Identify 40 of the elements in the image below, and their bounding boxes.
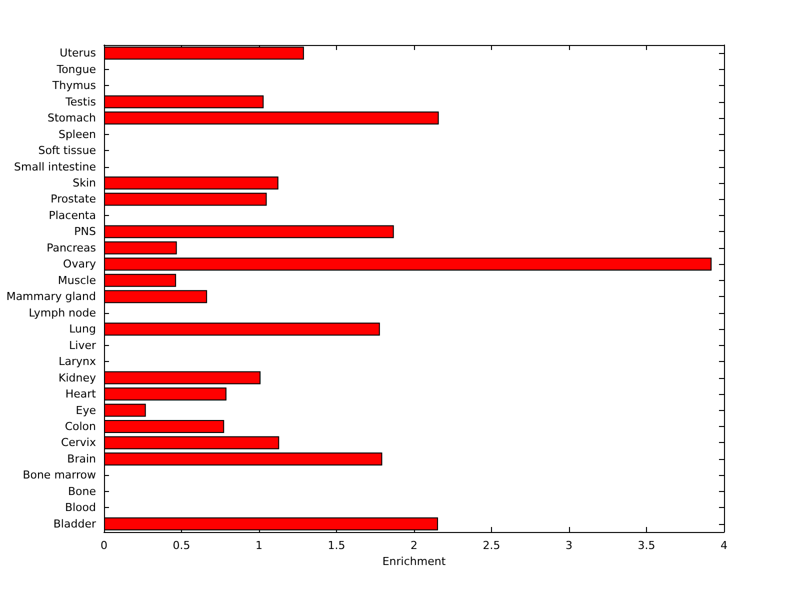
x-tick-label: 0 — [100, 539, 108, 552]
y-tick-label: Larynx — [58, 355, 96, 368]
x-tick-label: 4 — [720, 539, 728, 552]
y-tick-label: PNS — [74, 225, 96, 238]
y-tick-label: Uterus — [60, 46, 96, 60]
y-tick-label: Placenta — [48, 208, 96, 222]
y-tick-label: Spleen — [58, 128, 96, 141]
y-tick-label: Soft tissue — [38, 144, 96, 158]
y-tick-label: Testis — [64, 95, 96, 108]
y-tick-label: Tongue — [56, 62, 96, 76]
y-tick-label: Muscle — [58, 274, 96, 287]
x-tick-label: 3 — [566, 539, 572, 552]
y-tick-label: Mammary gland — [6, 290, 96, 304]
y-tick-label: Skin — [72, 176, 96, 190]
y-tick-label: Prostate — [50, 192, 96, 206]
y-tick-label: Kidney — [58, 371, 96, 384]
y-tick-label: Bladder — [53, 517, 96, 530]
y-tick-label: Lymph node — [28, 306, 96, 320]
y-tick-label: Small intestine — [14, 160, 96, 174]
y-tick-label: Pancreas — [46, 241, 96, 254]
x-tick-label: 3.5 — [638, 539, 656, 552]
y-tick-label: Eye — [76, 404, 96, 417]
y-tick-label: Bone marrow — [22, 468, 96, 482]
x-tick-label: 1.5 — [328, 539, 346, 552]
x-tick-label: 1 — [256, 539, 262, 552]
y-tick-label: Blood — [64, 501, 96, 514]
x-axis-title: Enrichment — [382, 554, 446, 568]
y-tick-label: Cervix — [60, 436, 96, 450]
x-tick-label: 2 — [410, 539, 418, 552]
y-tick-label: Thymus — [51, 79, 96, 92]
x-tick-label: 2.5 — [482, 539, 500, 552]
y-tick-label: Bone — [68, 484, 96, 498]
x-tick-label: 0.5 — [172, 539, 190, 552]
y-tick-label: Heart — [65, 388, 97, 401]
y-tick-label: Stomach — [47, 112, 96, 125]
y-tick-label: Ovary — [63, 258, 96, 271]
y-tick-label: Colon — [64, 420, 96, 433]
y-tick-label: Lung — [69, 322, 96, 336]
y-tick-label: Brain — [67, 452, 96, 466]
y-tick-label: Liver — [69, 338, 96, 352]
